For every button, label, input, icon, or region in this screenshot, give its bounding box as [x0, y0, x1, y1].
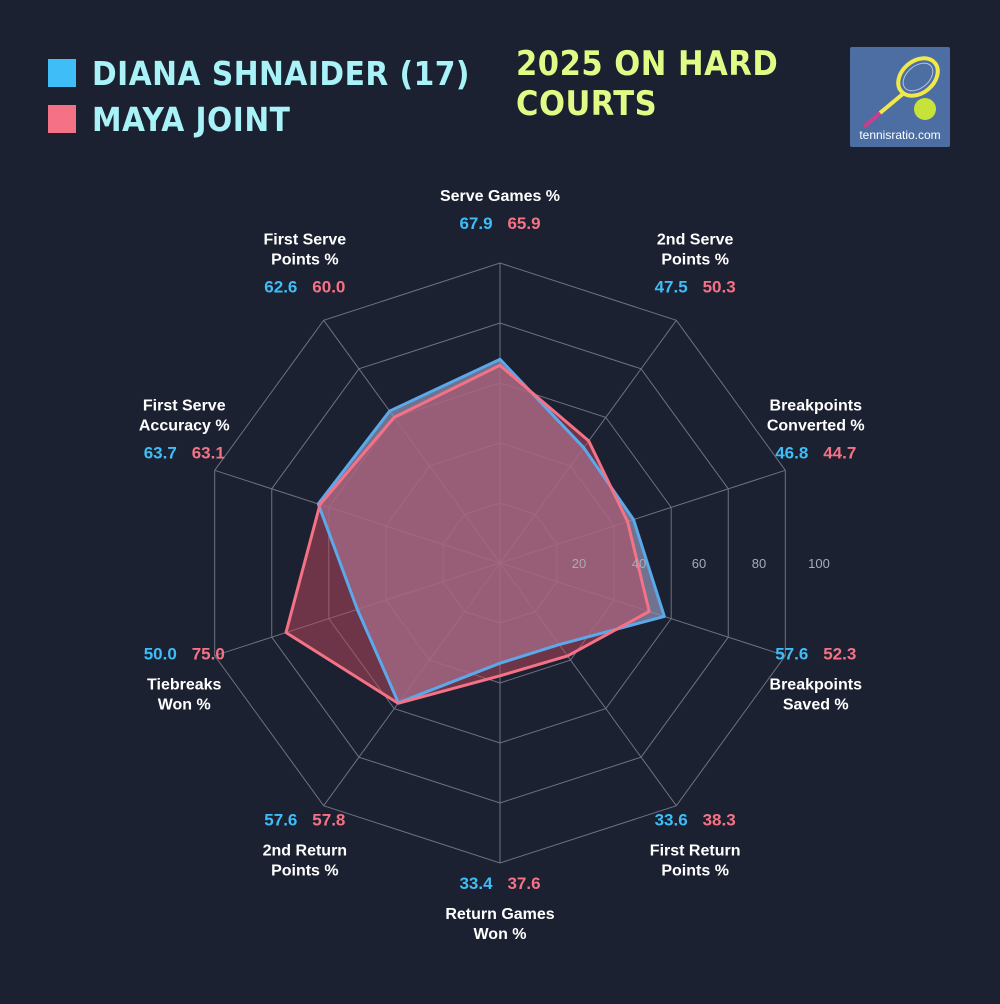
chart-subtitle: 2025 ON HARD COURTS: [516, 44, 779, 124]
value-label-shnaider: 57.6: [775, 645, 808, 664]
tick-label: 100: [808, 556, 830, 571]
value-label-shnaider: 57.6: [264, 811, 297, 830]
axis-label: Points %: [271, 251, 339, 268]
value-label-joint: 50.3: [703, 277, 736, 296]
value-label-shnaider: 47.5: [655, 277, 688, 296]
value-label-shnaider: 67.9: [459, 214, 492, 233]
legend-label-shnaider: DIANA SHNAIDER (17): [92, 53, 470, 93]
axis-label: 2nd Serve: [657, 231, 734, 248]
legend: DIANA SHNAIDER (17) MAYA JOINT: [48, 50, 470, 142]
legend-swatch-joint: [48, 105, 76, 133]
value-label-joint: 38.3: [703, 811, 736, 830]
axis-label: First Serve: [263, 231, 346, 248]
value-label-joint: 75.0: [192, 645, 225, 664]
axis-label: Converted %: [767, 417, 865, 434]
tick-label: 60: [692, 556, 706, 571]
axis-label: First Serve: [143, 397, 226, 414]
value-label-shnaider: 50.0: [144, 645, 177, 664]
axis-label: Points %: [271, 863, 339, 880]
value-label-joint: 63.1: [192, 443, 225, 462]
value-label-joint: 57.8: [312, 811, 345, 830]
legend-item-joint: MAYA JOINT: [48, 96, 470, 142]
value-label-shnaider: 33.4: [459, 874, 493, 893]
axis-label: Points %: [661, 251, 729, 268]
axis-label: Won %: [473, 926, 526, 943]
axis-label: Won %: [158, 697, 211, 714]
axis-label: Tiebreaks: [147, 677, 222, 694]
legend-label-joint: MAYA JOINT: [92, 99, 291, 139]
value-label-joint: 44.7: [823, 443, 856, 462]
axis-label: Breakpoints: [770, 677, 863, 694]
axis-label: Points %: [661, 863, 729, 880]
legend-swatch-shnaider: [48, 59, 76, 87]
tennisratio-logo[interactable]: tennisratio.com: [850, 47, 950, 147]
axis-label: Return Games: [445, 906, 554, 923]
tick-label: 20: [572, 556, 586, 571]
value-label-shnaider: 62.6: [264, 277, 297, 296]
logo-text: tennisratio.com: [859, 128, 941, 142]
axis-label: 2nd Return: [263, 843, 347, 860]
axis-label: Accuracy %: [139, 417, 230, 434]
axis-label: Breakpoints: [770, 397, 863, 414]
legend-item-shnaider: DIANA SHNAIDER (17): [48, 50, 470, 96]
axis-label: First Return: [650, 843, 741, 860]
series-line: [316, 357, 666, 705]
value-label-joint: 65.9: [507, 214, 540, 233]
value-label-joint: 37.6: [507, 874, 540, 893]
value-label-shnaider: 33.6: [655, 811, 688, 830]
value-label-joint: 60.0: [312, 277, 345, 296]
series-line: [284, 363, 651, 705]
tick-label: 40: [632, 556, 646, 571]
tennis-racket-ball-icon: [862, 56, 940, 129]
value-label-shnaider: 46.8: [775, 443, 808, 462]
series-area: [286, 365, 650, 704]
value-label-joint: 52.3: [823, 645, 856, 664]
axis-label: Saved %: [783, 697, 849, 714]
tick-label: 80: [752, 556, 766, 571]
value-label-shnaider: 63.7: [144, 443, 177, 462]
axis-label: Serve Games %: [440, 188, 560, 205]
